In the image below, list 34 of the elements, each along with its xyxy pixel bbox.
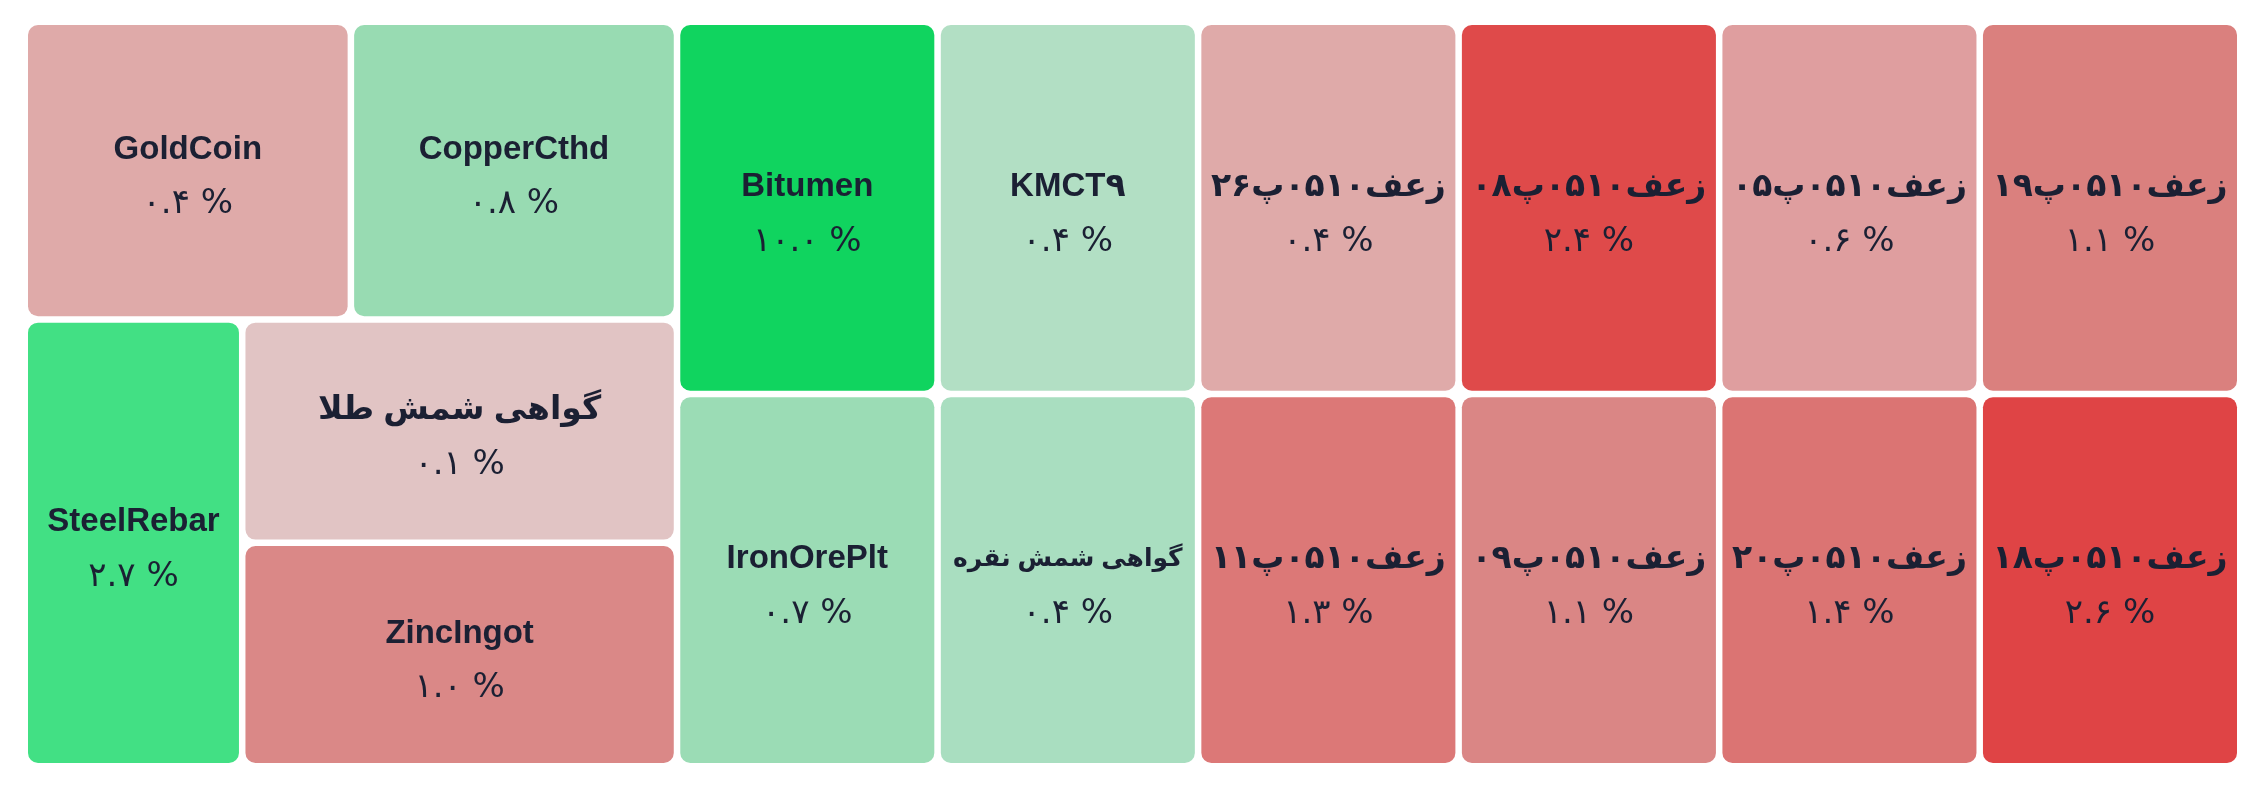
category-label: زعف۰۵۱۰پ۲۰ [1732, 538, 1967, 577]
category-label: KMCT۹ [1010, 165, 1126, 203]
data-label: ۱.۳ % [1283, 590, 1374, 631]
data-label: ۱۰.۰ % [752, 218, 862, 259]
data-label: ۰.۸ % [468, 181, 560, 222]
category-label: زعف۰۵۱۰پ۲۶ [1210, 165, 1446, 204]
data-label: ۰.۴ % [1022, 218, 1114, 259]
category-label: ZincIngot [385, 612, 534, 650]
data-label: ۲.۴ % [1543, 218, 1635, 259]
data-label: ۰.۱ % [414, 441, 505, 482]
data-label: ۲.۶ % [2064, 590, 2156, 631]
data-label: ۱.۱ % [2064, 218, 2156, 259]
category-label: Bitumen [741, 165, 874, 203]
data-label: ۱.۴ % [1804, 590, 1895, 631]
category-label: زعف۰۵۱۰پ۰۸ [1471, 165, 1707, 204]
category-label: زعف۰۵۱۰پ۱۱ [1210, 538, 1446, 577]
category-label: زعف۰۵۱۰پ۰۵ [1732, 165, 1967, 204]
category-label: گواهی شمش نقره [952, 543, 1184, 574]
category-label: زعف۰۵۱۰پ۰۹ [1471, 538, 1707, 577]
category-label: زعف۰۵۱۰پ۱۸ [1992, 538, 2228, 577]
data-label: ۰.۷ % [762, 590, 853, 631]
category-label: SteelRebar [47, 500, 220, 538]
data-label: ۰.۴ % [1283, 218, 1374, 259]
data-label: ۰.۴ % [1022, 590, 1114, 631]
category-label: زعف۰۵۱۰پ۱۹ [1992, 165, 2228, 204]
data-label: ۰.۶ % [1804, 218, 1895, 259]
category-label: GoldCoin [113, 128, 263, 166]
data-label: ۱.۰ % [414, 665, 505, 706]
category-label: گواهی شمش طلا [318, 388, 602, 429]
data-label: ۰.۴ % [142, 181, 234, 222]
category-label: CopperCthd [418, 128, 610, 166]
data-label: ۲.۷ % [88, 553, 179, 594]
data-label: ۱.۱ % [1543, 590, 1635, 631]
category-label: IronOrePlt [726, 538, 888, 576]
